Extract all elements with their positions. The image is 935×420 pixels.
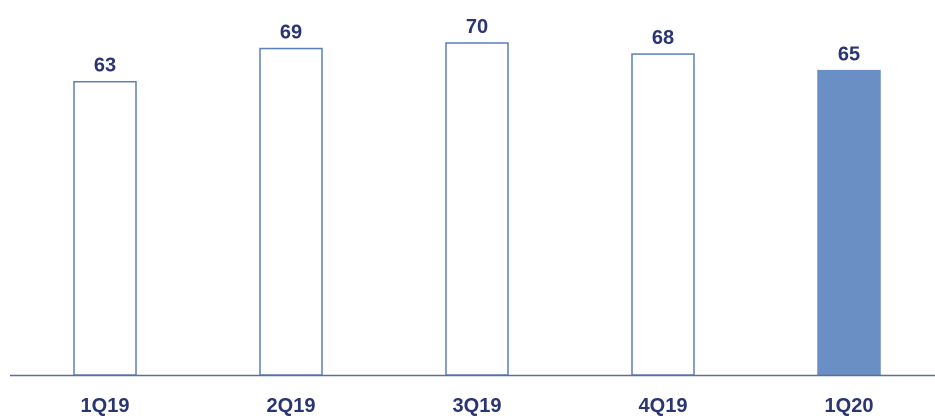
bar-1q20 (817, 69, 881, 376)
value-labels-group: 63 69 70 68 65 (94, 16, 860, 77)
bar-2q19 (259, 47, 323, 376)
value-label-4q19: 68 (652, 27, 674, 49)
bar-3q19 (445, 42, 509, 376)
x-tick-label-1q19: 1Q19 (81, 395, 130, 417)
x-tick-label-4q19: 4Q19 (639, 395, 688, 417)
value-label-1q20: 65 (838, 44, 860, 66)
x-tick-label-1q20: 1Q20 (825, 395, 874, 417)
value-label-2q19: 69 (280, 22, 302, 44)
x-tick-label-3q19: 3Q19 (453, 395, 502, 417)
bar-1q19 (73, 80, 137, 376)
x-tick-labels-group: 1Q19 2Q19 3Q19 4Q19 1Q20 (81, 395, 874, 417)
x-tick-label-2q19: 2Q19 (267, 395, 316, 417)
value-label-1q19: 63 (94, 55, 116, 77)
bar-4q19 (631, 53, 695, 376)
bars-group (73, 42, 881, 376)
value-label-3q19: 70 (466, 16, 488, 38)
